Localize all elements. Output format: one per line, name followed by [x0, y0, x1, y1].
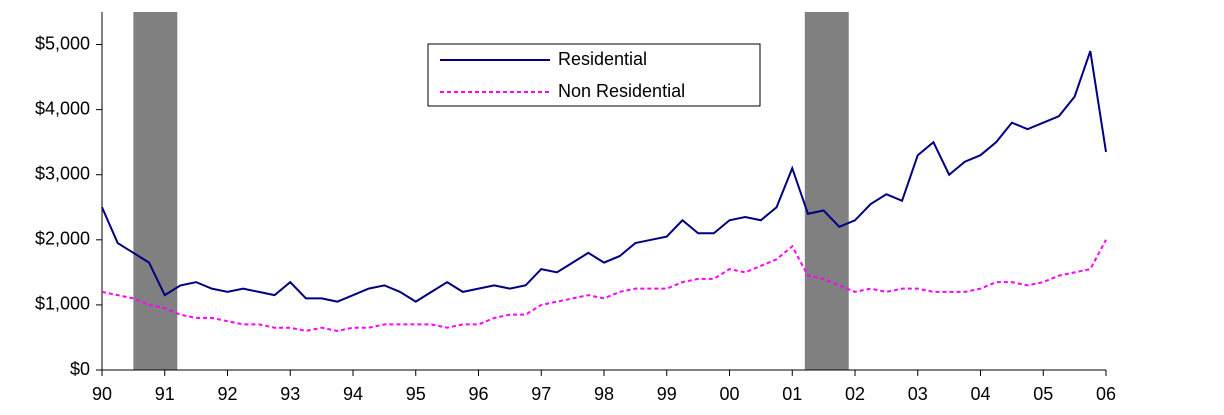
x-tick-label: 92 — [217, 384, 237, 404]
x-tick-label: 06 — [1096, 384, 1116, 404]
x-tick-label: 04 — [970, 384, 990, 404]
y-tick-label: $1,000 — [35, 294, 90, 314]
x-tick-label: 00 — [719, 384, 739, 404]
recession-band — [133, 12, 178, 370]
x-tick-label: 97 — [531, 384, 551, 404]
legend-label: Non Residential — [558, 81, 685, 101]
legend-box — [427, 43, 761, 107]
y-tick-label: $4,000 — [35, 98, 90, 118]
y-tick-label: $2,000 — [35, 229, 90, 249]
y-tick-label: $3,000 — [35, 163, 90, 183]
x-tick-label: 98 — [594, 384, 614, 404]
x-tick-label: 91 — [155, 384, 175, 404]
series-line — [101, 239, 1107, 332]
x-tick-label: 99 — [657, 384, 677, 404]
x-tick-label: 93 — [280, 384, 300, 404]
x-tick-label: 02 — [845, 384, 865, 404]
legend-label: Residential — [558, 49, 647, 69]
x-tick-label: 90 — [92, 384, 112, 404]
x-tick-label: 96 — [468, 384, 488, 404]
x-tick-label: 95 — [406, 384, 426, 404]
x-tick-label: 94 — [343, 384, 363, 404]
recession-band — [804, 12, 849, 370]
series-line — [101, 50, 1107, 303]
y-tick-label: $5,000 — [35, 33, 90, 53]
x-tick-label: 05 — [1033, 384, 1053, 404]
x-tick-label: 03 — [908, 384, 928, 404]
x-tick-label: 01 — [782, 384, 802, 404]
y-tick-label: $0 — [70, 359, 90, 379]
